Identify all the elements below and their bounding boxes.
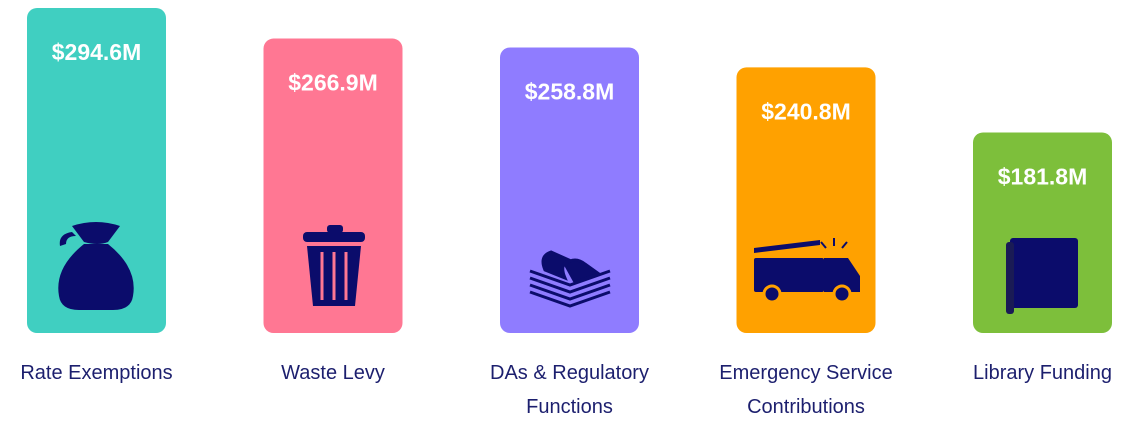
value-label: $240.8M (761, 98, 851, 124)
book-icon (1006, 238, 1078, 314)
category-label: Rate Exemptions (20, 362, 173, 384)
icons (58, 222, 1078, 314)
trash-bin-icon (303, 225, 365, 306)
fire-truck-icon (754, 238, 860, 304)
value-label: $258.8M (525, 78, 615, 104)
bar (500, 47, 639, 333)
category-label: DAs & Regulatory Functions (490, 362, 649, 418)
category-label: Waste Levy (281, 362, 385, 384)
category-label: Emergency Service Contributions (719, 362, 893, 418)
bar (263, 38, 403, 334)
papers-icon (529, 250, 611, 308)
category-label: Library Funding (973, 362, 1112, 384)
value-label: $266.9M (288, 70, 378, 96)
value-label: $294.6M (52, 39, 142, 65)
money-bag-icon (58, 222, 134, 310)
bar (27, 8, 166, 333)
value-label: $181.8M (998, 163, 1088, 189)
